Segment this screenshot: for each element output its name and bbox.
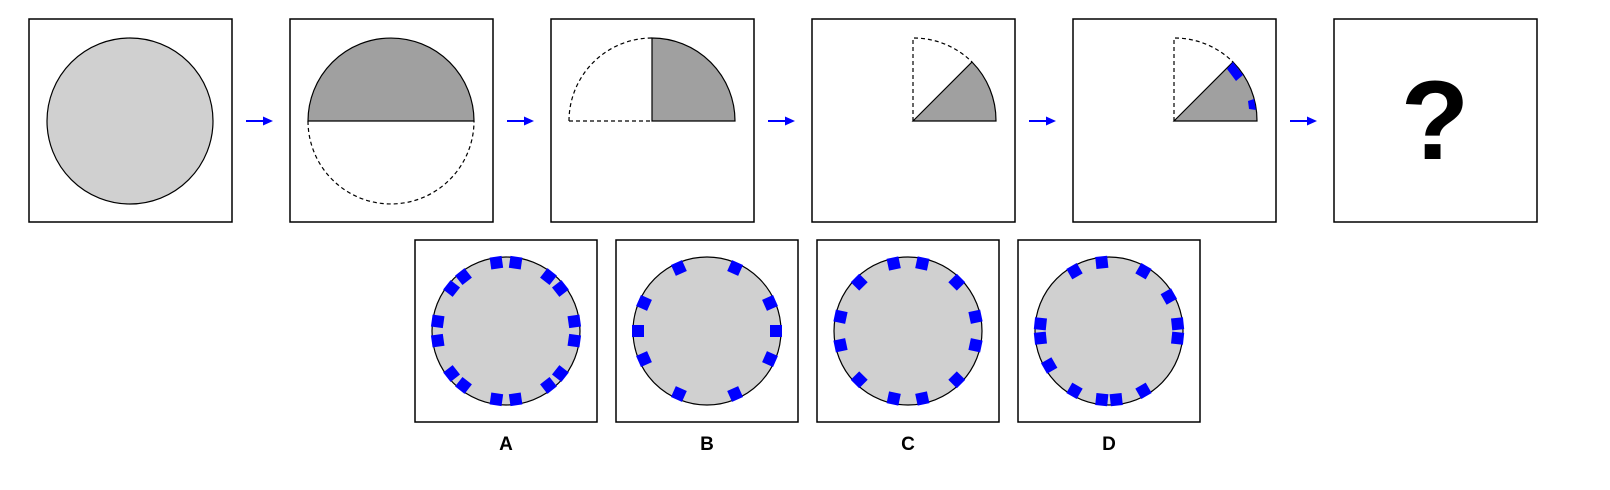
sequence-row: ? [28,18,1538,223]
unfolded-circle [431,256,581,406]
cut-notch [1095,393,1109,407]
cut-notch [850,371,868,389]
cut-notch [1109,393,1123,407]
cut-notch [833,338,848,353]
cut-notch [540,376,557,394]
folded-half [307,37,475,122]
cut-notch [762,351,778,368]
cut-notch [762,294,778,311]
unfolded-circle [1034,256,1184,406]
cut-notch [636,351,652,368]
cut-notch [632,325,644,337]
cut-notch [948,371,966,389]
option-label: B [700,434,714,455]
upper-eighth-outline [912,37,973,121]
cut-notch [1171,331,1185,345]
cut-notch [727,260,744,276]
cut-notch [508,392,523,407]
option-d[interactable]: D [1017,239,1201,455]
cut-notch [489,392,504,407]
option-c[interactable]: C [816,239,1000,455]
arrow-icon [768,116,795,126]
cut-notch [670,260,687,276]
cut-notch [1160,288,1177,305]
step-panel-3 [550,18,755,223]
step-panel-1 [28,18,233,223]
cut-notch [915,256,930,271]
cut-notch [443,280,461,297]
folded-quarter [651,37,736,122]
option-label: C [901,434,915,455]
cut-notch [455,268,472,286]
cut-notch [1066,263,1083,280]
cut-notch [636,294,652,311]
arrow-icon [507,116,534,126]
question-mark: ? [1401,58,1469,183]
cut-notch [670,386,687,402]
cut-notch [1095,255,1109,269]
cut-notch [1171,317,1185,331]
unfolded-circle [833,256,983,406]
arrow-icon [246,116,273,126]
step-panel-4 [811,18,1016,223]
cut-notch [727,386,744,402]
step-panel-5 [1072,18,1277,223]
lower-half-outline [307,120,475,205]
cut-notch [1248,99,1256,110]
option-b[interactable]: B [615,239,799,455]
cut-notch [443,365,461,382]
arrow-icon [1029,116,1056,126]
cut-notch [508,255,523,270]
cut-notch [833,309,848,324]
cut-notch [489,255,504,270]
left-quarter-outline [568,37,653,122]
cut-notch [567,333,582,348]
cut-notch [551,365,569,382]
option-label: A [499,434,513,455]
cut-notch [968,309,983,324]
step-panel-6: ? [1333,18,1538,223]
step-panel-2 [289,18,494,223]
option-a[interactable]: A [414,239,598,455]
option-label: D [1102,434,1116,455]
folded-eighth [911,61,997,122]
cut-notch [1033,331,1047,345]
cut-notch [1066,382,1083,399]
cut-notch [1033,317,1047,331]
cut-notch [770,325,782,337]
cut-notch [915,391,930,406]
cut-notch [1227,62,1243,81]
upper-eighth-outline [1173,37,1234,121]
cut-notch [455,376,472,394]
cut-notch [850,273,868,291]
cut-notch [1135,263,1152,280]
cut-notch [551,280,569,297]
options-row: A B C D [414,239,1201,455]
cut-notch [886,391,901,406]
unfolded-circle [632,256,782,406]
cut-notch [948,273,966,291]
cut-notch [886,256,901,271]
cut-notch [430,314,445,329]
cut-notch [540,268,557,286]
cut-notch [1135,382,1152,399]
cut-notch [567,314,582,329]
arrow-icon [1290,116,1317,126]
cut-notch [430,333,445,348]
cut-notch [1041,357,1058,374]
paper-circle [46,37,214,205]
cut-notch [968,338,983,353]
